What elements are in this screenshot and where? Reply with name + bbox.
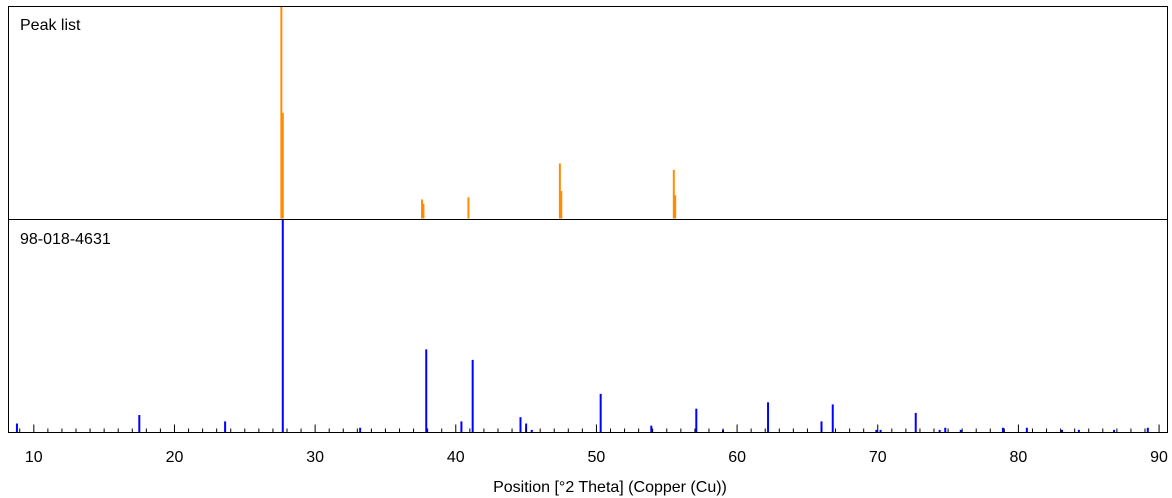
x-tick-label: 30 [306,449,324,466]
x-tick-label: 70 [869,449,887,466]
x-tick-label: 50 [588,449,606,466]
x-tick-label: 90 [1150,449,1168,466]
panel-label-peak-list: Peak list [20,17,81,34]
x-tick-label: 60 [728,449,746,466]
panel-label-reference: 98-018-4631 [20,231,111,248]
x-tick-label: 20 [166,449,184,466]
x-axis-label: Position [°2 Theta] (Copper (Cu)) [493,479,727,496]
x-tick-label: 80 [1010,449,1028,466]
peak-list-bars [280,7,677,219]
x-tick-label: 40 [447,449,465,466]
x-axis-tick-labels: 10 20 30 40 50 60 70 80 90 [25,449,1168,466]
reference-pattern-bars [15,220,1149,432]
x-tick-label: 10 [25,449,43,466]
x-axis-ticks [19,424,1160,433]
